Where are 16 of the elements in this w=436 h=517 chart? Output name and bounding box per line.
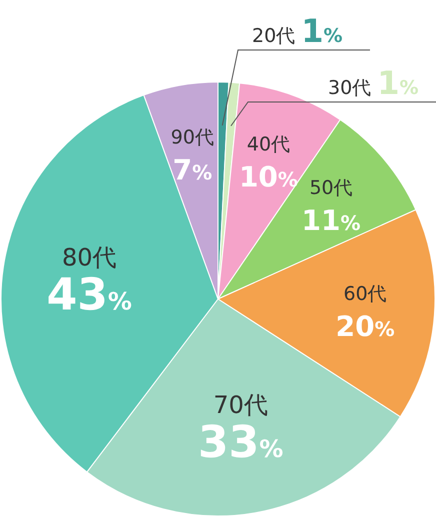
slice-label: 20代 xyxy=(252,25,302,47)
data-label: 1% xyxy=(377,64,419,102)
slice-label: 80代 xyxy=(62,244,117,272)
data-label: 20% xyxy=(336,310,395,344)
slice-label: 90代 xyxy=(170,126,214,149)
slice-label: 60代 xyxy=(344,283,387,306)
data-label: 10% xyxy=(238,160,298,194)
data-label: 11% xyxy=(302,204,361,238)
data-label: 7% xyxy=(172,154,212,187)
slice-label: 40代 xyxy=(246,133,290,156)
data-label: 1% xyxy=(301,12,343,50)
slice-label: 70代 xyxy=(213,391,268,420)
data-label: 33% xyxy=(198,417,284,468)
data-label: 43% xyxy=(46,270,132,321)
slice-label: 50代 xyxy=(309,177,353,200)
slice-label: 30代 xyxy=(328,77,378,99)
